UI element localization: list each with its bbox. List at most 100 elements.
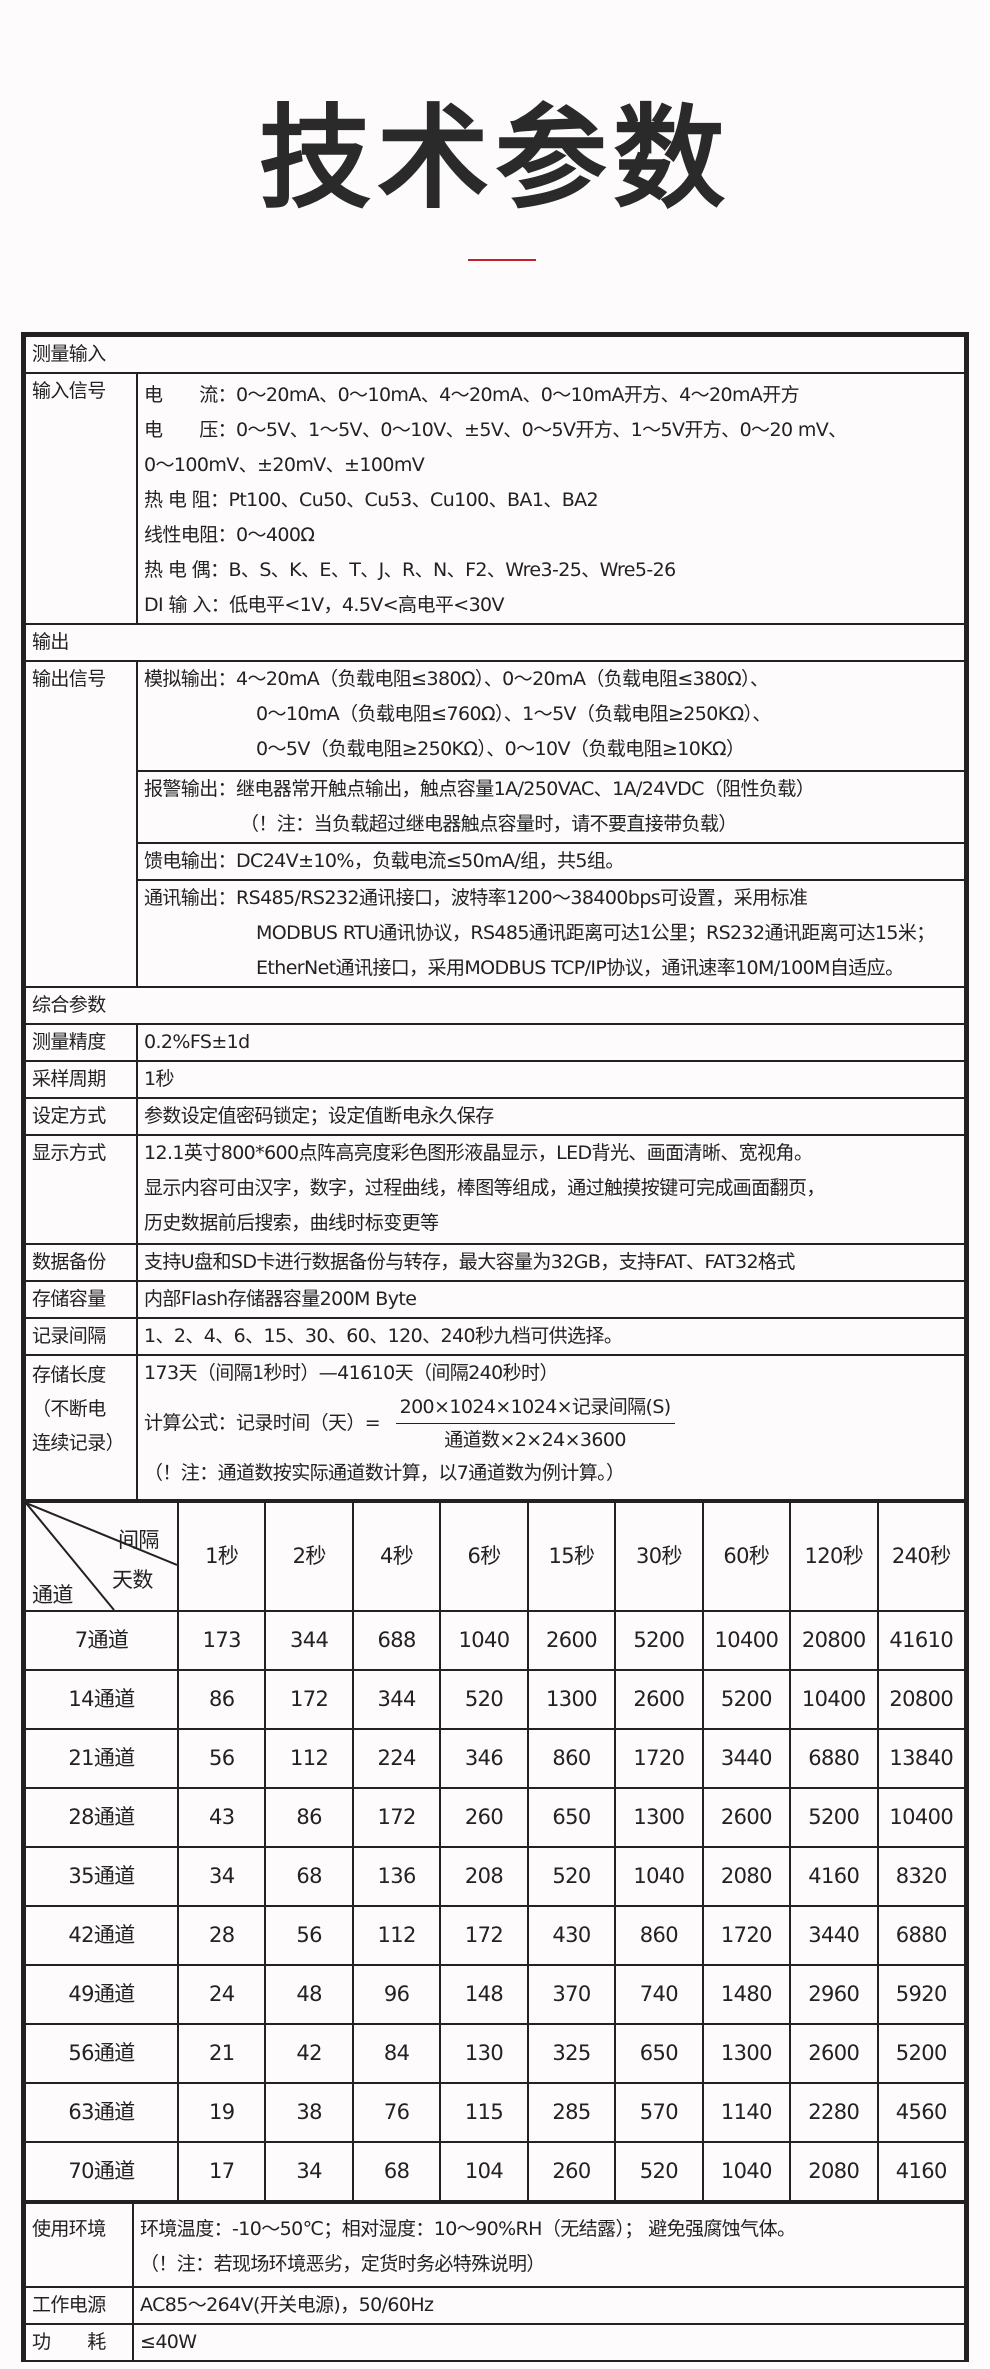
- channel-label: 49通道: [24, 1964, 179, 2025]
- environment-note: （！注：若现场环境恶劣，定货时务必特殊说明）: [140, 2253, 545, 2275]
- days-cell: 10400: [701, 1610, 792, 1671]
- days-cell: 19: [176, 2082, 267, 2143]
- corner-interval: 间隔: [118, 1528, 159, 1552]
- days-cell: 96: [351, 1964, 442, 2025]
- days-cell: 4160: [876, 2141, 966, 2202]
- days-cell: 1140: [701, 2082, 792, 2143]
- table-row: 7通道 173 344 688 1040 2600 5200 10400 20800 41610: [24, 1610, 966, 1671]
- days-cell: 112: [264, 1728, 354, 1789]
- output-signal-label: 输出信号: [24, 660, 138, 988]
- days-cell: 172: [264, 1669, 354, 1730]
- days-cell: 38: [264, 2082, 354, 2143]
- days-cell: 13840: [876, 1728, 966, 1789]
- days-cell: 430: [526, 1905, 617, 1966]
- days-cell: 208: [439, 1846, 529, 1907]
- days-cell: 1480: [701, 1964, 792, 2025]
- input-line: 线性电阻：0～400Ω: [144, 524, 315, 546]
- days-cell: 48: [264, 1964, 354, 2025]
- days-cell: 1720: [701, 1905, 792, 1966]
- days-cell: 2600: [789, 2023, 879, 2084]
- days-cell: 285: [526, 2082, 617, 2143]
- formula-fraction: 200×1024×1024×记录间隔(S) 通道数×2×24×3600: [395, 1391, 675, 1456]
- display-line: 12.1英寸800*600点阵高亮度彩色图形液晶显示，LED背光、画面清晰、宽视…: [144, 1142, 813, 1164]
- days-cell: 370: [526, 1964, 617, 2025]
- days-cell: 3440: [701, 1728, 792, 1789]
- storage-label-line: 连续记录）: [32, 1432, 125, 1454]
- days-cell: 2600: [526, 1610, 617, 1671]
- corner-channel: 通道: [32, 1583, 73, 1607]
- storage-formula: 计算公式：记录时间（天）= 200×1024×1024×记录间隔(S) 通道数×…: [144, 1391, 958, 1456]
- alarm-note: （！注：当负载超过继电器触点容量时，请不要直接带负载）: [240, 813, 737, 835]
- environment-line: 环境温度：-10～50℃；相对湿度：10～90%RH（无结露）； 避免强腐蚀气体…: [140, 2218, 796, 2240]
- days-cell: 115: [439, 2082, 529, 2143]
- analog-output: 模拟输出：4～20mA（负载电阻≤380Ω）、0～20mA（负载电阻≤380Ω）…: [136, 660, 966, 772]
- column-header: 6秒: [439, 1501, 529, 1612]
- channel-label: 21通道: [24, 1728, 179, 1789]
- environment-label: 使用环境: [24, 2202, 134, 2288]
- days-cell: 173: [176, 1610, 267, 1671]
- table-row: 21通道 56 112 224 346 860 1720 3440 6880 13840: [24, 1728, 966, 1789]
- days-cell: 112: [351, 1905, 442, 1966]
- table-row: 49通道 24 48 96 148 370 740 1480 2960 5920: [24, 1964, 966, 2025]
- channel-label: 70通道: [24, 2141, 179, 2202]
- spec-bottom: 使用环境 环境温度：-10～50℃；相对湿度：10～90%RH（无结露）； 避免…: [24, 2202, 966, 2362]
- days-cell: 1300: [526, 1669, 617, 1730]
- days-cell: 56: [176, 1728, 267, 1789]
- analog-line: 0～5V（负载电阻≥250KΩ）、0～10V（负载电阻≥10KΩ）: [256, 738, 745, 760]
- days-cell: 76: [351, 2082, 442, 2143]
- input-line: 电 流：0～20mA、0～10mA、4～20mA、0～10mA开方、4～20mA…: [144, 384, 800, 406]
- storage-label-line: 存储长度: [32, 1364, 106, 1386]
- days-cell: 5200: [876, 2023, 966, 2084]
- days-cell: 5200: [701, 1669, 792, 1730]
- days-cell: 42: [264, 2023, 354, 2084]
- channel-label: 7通道: [24, 1610, 179, 1671]
- storage-range: 173天（间隔1秒时）—41610天（间隔240秒时）: [144, 1362, 558, 1384]
- days-cell: 172: [351, 1787, 442, 1848]
- days-cell: 344: [264, 1610, 354, 1671]
- capacity-label: 存储容量: [24, 1280, 138, 1319]
- corner-diagonals: [27, 1504, 176, 1609]
- alarm-output: 报警输出：继电器常开触点输出，触点容量1A/250VAC、1A/24VDC（阻性…: [136, 770, 966, 844]
- days-cell: 6880: [876, 1905, 966, 1966]
- days-cell: 1040: [439, 1610, 529, 1671]
- days-cell: 41610: [876, 1610, 966, 1671]
- days-cell: 86: [264, 1787, 354, 1848]
- days-cell: 344: [351, 1669, 442, 1730]
- table-row: 70通道 17 34 68 104 260 520 1040 2080 4160: [24, 2141, 966, 2202]
- accuracy-value: 0.2%FS±1d: [136, 1023, 966, 1062]
- setting-value: 参数设定值密码锁定；设定值断电永久保存: [136, 1097, 966, 1136]
- spec-table: 测量输入 输入信号 电 流：0～20mA、0～10mA、4～20mA、0～10m…: [21, 332, 969, 2362]
- table-row: 63通道 19 38 76 115 285 570 1140 2280 4560: [24, 2082, 966, 2143]
- days-cell: 172: [439, 1905, 529, 1966]
- days-cell: 43: [176, 1787, 267, 1848]
- input-line: 热 电 阻：Pt100、Cu50、Cu53、Cu100、BA1、BA2: [144, 489, 599, 511]
- days-cell: 1720: [614, 1728, 704, 1789]
- section-output: 输出: [24, 623, 966, 662]
- table-row: 35通道 34 68 136 208 520 1040 2080 4160 8320: [24, 1846, 966, 1907]
- days-cell: 56: [264, 1905, 354, 1966]
- accuracy-label: 测量精度: [24, 1023, 138, 1062]
- days-cell: 1040: [614, 1846, 704, 1907]
- consumption-value: ≤40W: [132, 2323, 966, 2362]
- days-cell: 136: [351, 1846, 442, 1907]
- display-line: 历史数据前后搜索，曲线时标变更等: [144, 1212, 439, 1234]
- storage-days-table: 间隔 天数 通道 1秒 2秒 4秒 6秒 15秒 30秒 60秒 120秒 240秒 7通道 17…: [24, 1501, 966, 2202]
- analog-line: 0～10mA（负载电阻≤760Ω）、1～5V（负载电阻≥250KΩ）、: [256, 703, 771, 725]
- channel-label: 42通道: [24, 1905, 179, 1966]
- display-line: 显示内容可由汉字，数字，过程曲线，棒图等组成，通过触摸按键可完成画面翻页，: [144, 1177, 825, 1199]
- input-line: DI 输 入：低电平<1V，4.5V<高电平<30V: [144, 594, 505, 616]
- days-cell: 2280: [789, 2082, 879, 2143]
- days-cell: 6880: [789, 1728, 879, 1789]
- table-row: 14通道 86 172 344 520 1300 2600 5200 10400 20800: [24, 1669, 966, 1730]
- days-cell: 570: [614, 2082, 704, 2143]
- days-cell: 2960: [789, 1964, 879, 2025]
- corner-days: 天数: [112, 1568, 153, 1592]
- table-row: 42通道 28 56 112 172 430 860 1720 3440 6880: [24, 1905, 966, 1966]
- days-cell: 260: [439, 1787, 529, 1848]
- corner-cell: 间隔 天数 通道: [24, 1501, 179, 1612]
- days-cell: 34: [264, 2141, 354, 2202]
- storage-length-value: 173天（间隔1秒时）—41610天（间隔240秒时） 计算公式：记录时间（天）…: [136, 1354, 966, 1501]
- column-header: 240秒: [876, 1501, 966, 1612]
- table-row: 28通道 43 86 172 260 650 1300 2600 5200 10400: [24, 1787, 966, 1848]
- days-cell: 2600: [614, 1669, 704, 1730]
